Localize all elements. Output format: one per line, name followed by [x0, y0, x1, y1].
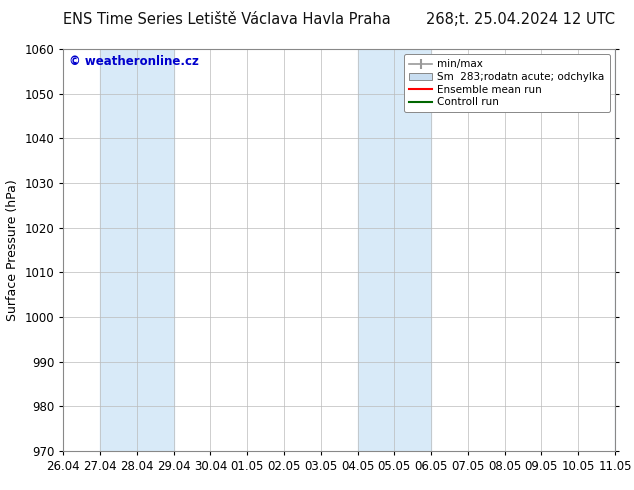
Text: ENS Time Series Letiště Václava Havla Praha: ENS Time Series Letiště Václava Havla Pr…: [63, 12, 391, 27]
Y-axis label: Surface Pressure (hPa): Surface Pressure (hPa): [6, 179, 19, 321]
Bar: [358, 49, 431, 451]
Bar: [615, 49, 634, 451]
Text: 268;t. 25.04.2024 12 UTC: 268;t. 25.04.2024 12 UTC: [426, 12, 615, 27]
Legend: min/max, Sm  283;rodatn acute; odchylka, Ensemble mean run, Controll run: min/max, Sm 283;rodatn acute; odchylka, …: [404, 54, 610, 112]
Text: © weatheronline.cz: © weatheronline.cz: [69, 55, 199, 68]
Bar: [100, 49, 174, 451]
